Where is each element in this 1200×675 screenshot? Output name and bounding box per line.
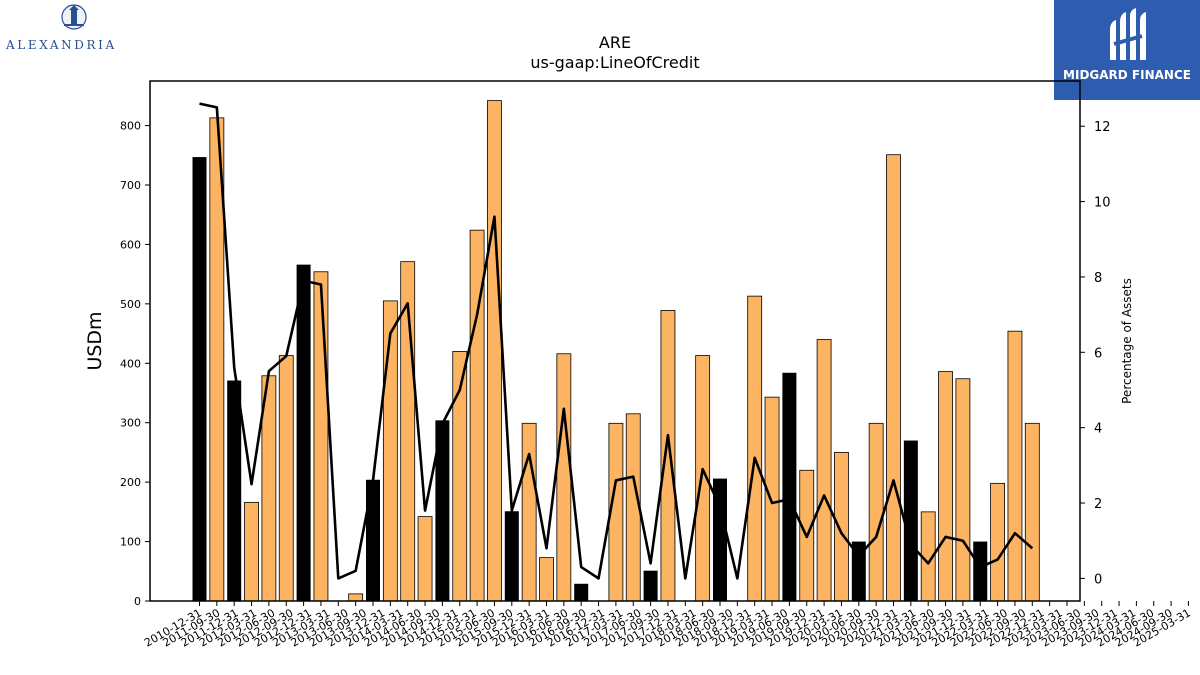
bar-derived [955, 378, 971, 602]
bar-reported [782, 372, 797, 601]
midgard-finance-wordmark: MIDGARD FINANCE [1063, 68, 1191, 82]
y-tick-label: 500 [120, 298, 141, 311]
y2-tick-label: 0 [1094, 572, 1102, 587]
y2-tick-label: 4 [1094, 422, 1102, 437]
bar-derived [938, 371, 953, 602]
plot-frame [149, 80, 1081, 602]
bar-derived [1007, 330, 1023, 602]
y-tick-label: 400 [120, 357, 141, 370]
bar-derived [660, 309, 676, 602]
bar-series [192, 100, 1040, 602]
y2-tick-label: 2 [1094, 497, 1102, 512]
bar-derived [521, 422, 537, 602]
bar-reported [435, 420, 450, 601]
bar-derived [990, 482, 1005, 602]
y2-axis-label: Percentage of Assets [1120, 278, 1134, 404]
bar-derived [382, 300, 398, 602]
x-axis: 2010-12-312011-09-302011-12-312012-03-31… [142, 601, 1193, 650]
y-tick-label: 300 [120, 417, 141, 430]
bar-reported [192, 157, 207, 601]
midgard-mark-icon [1110, 8, 1146, 60]
bar-derived [816, 339, 832, 602]
lighthouse-emblem-icon [61, 4, 87, 30]
bar-derived [417, 516, 433, 602]
bar-derived [764, 396, 780, 602]
bar-derived [747, 295, 763, 602]
alexandria-wordmark: ALEXANDRIA [6, 38, 117, 52]
bar-derived [886, 154, 901, 602]
bar-reported [504, 511, 519, 601]
y-tick-label: 0 [134, 595, 141, 608]
bar-reported [227, 380, 242, 601]
bar-derived [313, 271, 329, 602]
bar-derived [244, 501, 259, 602]
bar-derived [1024, 422, 1040, 602]
bar-reported [713, 478, 727, 601]
y-tick-label: 100 [120, 536, 141, 549]
bar-derived [834, 452, 849, 602]
bar-reported [574, 583, 589, 601]
y2-tick-label: 8 [1094, 271, 1102, 286]
y-tick-label: 600 [120, 238, 141, 251]
y2-tick-label: 12 [1094, 120, 1111, 135]
y-tick-label: 200 [120, 476, 141, 489]
bar-derived [539, 557, 554, 602]
chart-title: ARE [599, 33, 631, 52]
bar-derived [278, 355, 294, 602]
bar-reported [366, 479, 380, 601]
y-tick-label: 800 [120, 120, 141, 133]
bar-reported [903, 440, 918, 601]
bar-reported [973, 541, 988, 601]
bar-reported [296, 264, 311, 601]
bar-derived [556, 353, 572, 602]
bar-derived [348, 593, 364, 602]
bar-derived [487, 100, 502, 602]
y-axis-label: USDm [84, 311, 106, 370]
bar-reported [851, 541, 866, 601]
bar-reported [643, 570, 658, 601]
midgard-finance-logo: MIDGARD FINANCE [1054, 0, 1200, 100]
bar-derived [868, 422, 884, 602]
chart-subtitle: us-gaap:LineOfCredit [530, 53, 699, 72]
y-axis-left: 0 100 200 300 400 500 600 700 800 [120, 120, 150, 608]
y-tick-label: 700 [120, 179, 141, 192]
percentage-of-assets-line [199, 102, 1034, 580]
y2-tick-label: 6 [1094, 346, 1102, 361]
y2-tick-label: 10 [1094, 196, 1111, 211]
y-axis-right: 0 2 4 6 8 10 12 [1080, 120, 1111, 587]
alexandria-logo: ALEXANDRIA [4, 4, 154, 56]
